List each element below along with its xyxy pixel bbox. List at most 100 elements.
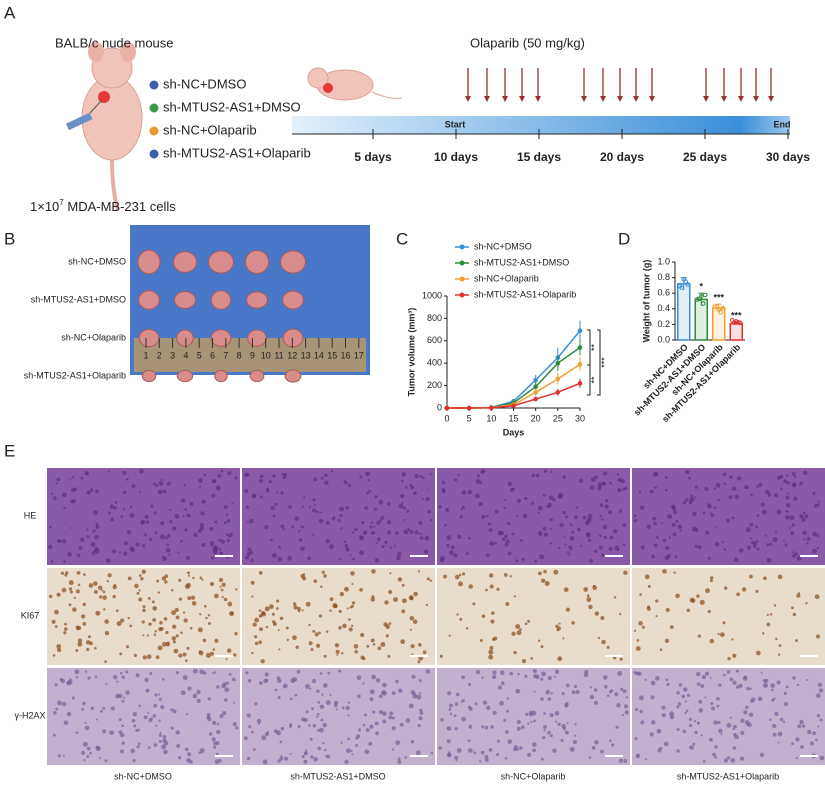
cell-nucleus [721, 540, 724, 543]
cell-nucleus [461, 572, 466, 576]
cell-nucleus [809, 741, 814, 746]
cell-nucleus [522, 513, 528, 519]
cell-nucleus [361, 520, 365, 525]
cell-nucleus [789, 515, 795, 521]
y-tick-label: 200 [427, 380, 442, 390]
cell-nucleus [554, 711, 560, 716]
cell-nucleus [184, 508, 187, 511]
dose-arrowhead [502, 96, 508, 102]
cell-nucleus [521, 557, 525, 561]
cell-nucleus [122, 490, 127, 494]
cell-nucleus [277, 629, 280, 632]
cells-exponent: 7 [59, 198, 64, 207]
cell-nucleus [110, 706, 115, 711]
cell-nucleus [816, 503, 820, 507]
cell-nucleus [446, 752, 452, 758]
cell-nucleus [481, 725, 485, 729]
cell-nucleus [455, 692, 460, 697]
cell-nucleus [519, 628, 522, 632]
cell-nucleus [511, 487, 516, 491]
cell-nucleus [646, 606, 651, 611]
cell-nucleus [540, 677, 544, 681]
cell-nucleus [723, 482, 727, 486]
data-point [489, 405, 494, 411]
cell-nucleus [493, 636, 498, 641]
cell-nucleus [412, 619, 418, 624]
cell-nucleus [276, 676, 281, 680]
cell-nucleus [318, 518, 324, 524]
cell-nucleus [354, 527, 358, 532]
cell-nucleus [371, 569, 376, 574]
cell-nucleus [367, 479, 370, 482]
cell-nucleus [166, 543, 170, 547]
cell-nucleus [492, 670, 497, 675]
cell-nucleus [196, 689, 201, 695]
x-tick-label: sh-MTUS2-AS1+DMSO [632, 342, 707, 417]
cell-nucleus [83, 758, 86, 762]
cell-nucleus [102, 595, 107, 600]
cell-nucleus [77, 625, 82, 631]
cell-nucleus [205, 616, 208, 620]
cell-nucleus [769, 613, 773, 616]
cell-nucleus [68, 580, 74, 586]
cell-nucleus [350, 749, 353, 753]
cell-nucleus [221, 469, 224, 473]
cell-nucleus [799, 514, 804, 519]
cell-nucleus [221, 683, 226, 689]
cell-nucleus [235, 588, 238, 591]
cell-nucleus [421, 497, 424, 500]
group-dot [149, 126, 159, 136]
cell-nucleus [553, 675, 557, 678]
legend-marker [459, 276, 465, 282]
cell-nucleus [622, 689, 627, 694]
cell-nucleus [199, 613, 202, 616]
group-dot [149, 103, 159, 113]
cell-nucleus [504, 498, 507, 501]
cell-nucleus [344, 543, 348, 548]
cell-nucleus [661, 713, 666, 718]
cell-nucleus [219, 714, 224, 719]
cell-nucleus [506, 697, 509, 700]
cell-nucleus [357, 728, 362, 732]
cell-nucleus [710, 701, 714, 705]
cell-nucleus [73, 596, 76, 599]
cell-nucleus [532, 748, 537, 753]
cell-nucleus [548, 495, 554, 501]
cell-nucleus [619, 612, 622, 616]
cell-nucleus [497, 530, 503, 536]
cell-nucleus [730, 758, 736, 763]
cell-nucleus [818, 688, 824, 693]
cell-nucleus [355, 744, 359, 747]
cell-nucleus [245, 472, 250, 477]
cell-nucleus [310, 647, 314, 651]
cell-nucleus [362, 682, 365, 685]
cell-nucleus [171, 589, 174, 592]
cell-nucleus [261, 611, 266, 616]
cell-nucleus [233, 653, 237, 657]
cell-nucleus [93, 581, 98, 586]
cell-nucleus [572, 739, 578, 745]
cell-nucleus [201, 499, 206, 504]
cell-nucleus [249, 550, 254, 555]
cell-nucleus [351, 601, 356, 605]
cell-nucleus [394, 531, 399, 536]
cell-nucleus [653, 543, 658, 548]
cell-nucleus [95, 610, 101, 616]
cell-nucleus [316, 728, 320, 732]
cell-nucleus [682, 729, 687, 734]
cell-nucleus [99, 709, 103, 713]
x-tick-label: 0 [444, 413, 449, 423]
cell-nucleus [389, 546, 393, 549]
cell-nucleus [485, 588, 488, 592]
column-label: sh-NC+Olaparib [501, 771, 566, 781]
cell-nucleus [770, 683, 776, 688]
cell-nucleus [657, 748, 662, 753]
cell-nucleus [316, 643, 321, 648]
cell-nucleus [652, 472, 658, 477]
cell-nucleus [176, 743, 181, 748]
cell-nucleus [777, 731, 783, 737]
cell-nucleus [501, 537, 506, 542]
cell-nucleus [104, 759, 108, 763]
cell-nucleus [272, 474, 276, 478]
cell-nucleus [620, 687, 624, 691]
